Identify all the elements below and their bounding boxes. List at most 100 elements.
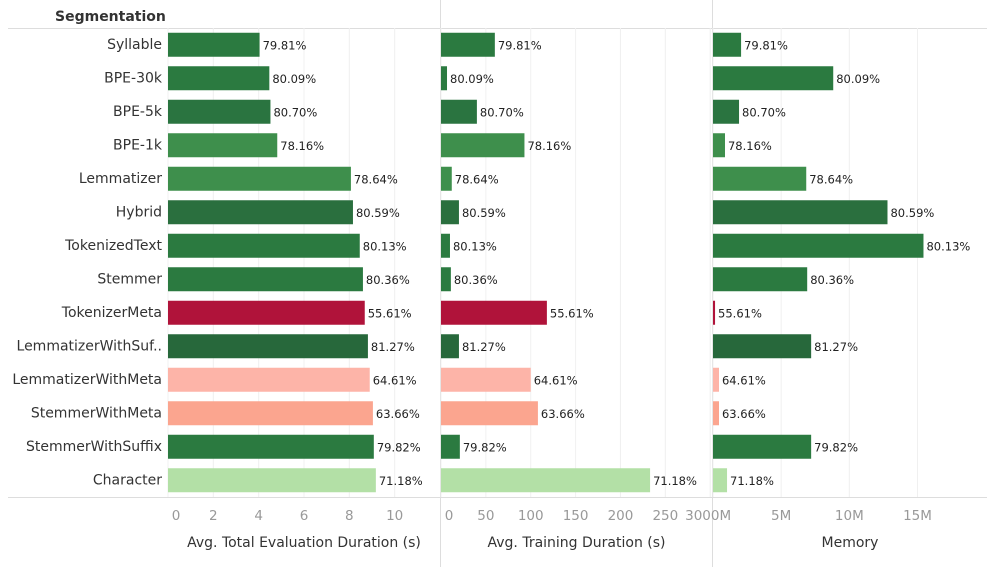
data-label: 80.09%	[836, 72, 880, 86]
category-label: TokenizerMeta	[61, 305, 162, 321]
bar	[168, 468, 376, 493]
data-label: 80.59%	[890, 206, 934, 220]
data-label: 80.13%	[363, 239, 407, 253]
bar	[441, 434, 460, 459]
data-label: 55.61%	[550, 306, 594, 320]
x-tick-label: 150	[563, 508, 589, 524]
bar	[168, 334, 368, 359]
x-tick-label: 10	[386, 508, 403, 524]
x-tick-label: 300	[685, 508, 711, 524]
bar	[168, 401, 373, 426]
x-tick-label: 6	[300, 508, 309, 524]
data-label: 80.36%	[810, 273, 854, 287]
category-label: StemmerWithMeta	[31, 405, 162, 421]
bar	[168, 32, 260, 57]
data-label: 71.18%	[379, 474, 423, 488]
bar	[441, 133, 525, 158]
data-label: 71.18%	[653, 474, 697, 488]
data-label: 78.16%	[728, 139, 772, 153]
category-label: TokenizedText	[64, 238, 162, 254]
x-tick-label: 10M	[835, 508, 864, 524]
x-tick-label: 0	[445, 508, 454, 524]
data-label: 71.18%	[730, 474, 774, 488]
data-label: 79.81%	[263, 38, 307, 52]
bar	[168, 233, 360, 258]
data-label: 78.64%	[354, 172, 398, 186]
data-label: 80.70%	[480, 105, 524, 119]
bar	[713, 468, 728, 493]
bar	[441, 334, 459, 359]
x-tick-label: 0	[172, 508, 181, 524]
bar	[441, 166, 452, 191]
row-header: Segmentation	[55, 9, 166, 25]
data-label: 78.64%	[455, 172, 499, 186]
x-tick-label: 15M	[903, 508, 932, 524]
bar	[713, 434, 812, 459]
data-label: 80.36%	[454, 273, 498, 287]
bar	[713, 32, 742, 57]
data-label: 64.61%	[534, 373, 578, 387]
category-label: LemmatizerWithMeta	[12, 372, 162, 388]
bar	[168, 66, 270, 91]
data-label: 64.61%	[373, 373, 417, 387]
x-axis-title: Memory	[822, 535, 879, 551]
bar	[168, 133, 278, 158]
data-label: 81.27%	[371, 340, 415, 354]
bar	[713, 233, 924, 258]
bar	[168, 434, 374, 459]
data-label: 63.66%	[376, 407, 420, 421]
bar	[441, 66, 448, 91]
data-label: 80.59%	[356, 206, 400, 220]
category-label: BPE-5k	[113, 104, 163, 120]
category-label: Character	[93, 472, 162, 488]
category-label: Lemmatizer	[79, 171, 162, 187]
x-tick-label: 2	[209, 508, 218, 524]
category-label: BPE-1k	[113, 137, 163, 153]
bar	[441, 468, 651, 493]
bar	[713, 300, 716, 325]
category-label: LemmatizerWithSuf..	[17, 338, 162, 354]
data-label: 79.81%	[744, 38, 788, 52]
category-label: Hybrid	[116, 204, 162, 220]
x-tick-label: 5M	[771, 508, 791, 524]
data-label: 80.36%	[366, 273, 410, 287]
x-axis-title: Avg. Total Evaluation Duration (s)	[187, 535, 421, 551]
category-label: BPE-30k	[104, 70, 163, 86]
data-label: 55.61%	[718, 306, 762, 320]
data-label: 80.09%	[272, 72, 316, 86]
bar	[441, 99, 477, 124]
bar	[713, 133, 725, 158]
data-label: 55.61%	[368, 306, 412, 320]
bar	[713, 66, 834, 91]
data-label: 80.70%	[273, 105, 317, 119]
data-label: 79.81%	[498, 38, 542, 52]
x-axis-title: Avg. Training Duration (s)	[488, 535, 666, 551]
x-tick-label: 250	[652, 508, 678, 524]
x-tick-label: 100	[518, 508, 544, 524]
bar	[713, 334, 812, 359]
data-label: 79.82%	[814, 440, 858, 454]
x-tick-label: 50	[477, 508, 494, 524]
x-tick-label: 4	[254, 508, 263, 524]
bar	[713, 401, 719, 426]
category-label: Stemmer	[97, 271, 162, 287]
bar	[441, 401, 538, 426]
data-label: 80.09%	[450, 72, 494, 86]
data-label: 81.27%	[462, 340, 506, 354]
bar	[168, 367, 370, 392]
data-label: 80.13%	[926, 239, 970, 253]
data-label: 81.27%	[814, 340, 858, 354]
bar	[168, 200, 353, 225]
data-label: 80.70%	[742, 105, 786, 119]
category-label: Syllable	[107, 37, 162, 53]
bar	[713, 267, 808, 292]
data-label: 79.82%	[463, 440, 507, 454]
bar	[441, 200, 459, 225]
bar	[441, 300, 547, 325]
data-label: 80.59%	[462, 206, 506, 220]
bar	[441, 367, 531, 392]
category-label: StemmerWithSuffix	[26, 439, 162, 455]
bar	[168, 99, 271, 124]
data-label: 78.64%	[809, 172, 853, 186]
